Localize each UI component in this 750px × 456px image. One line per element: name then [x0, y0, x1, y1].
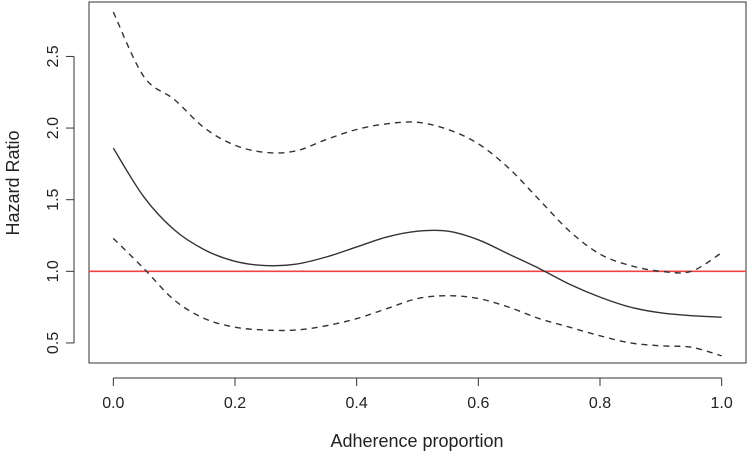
upper-ci-line — [112, 11, 723, 274]
y-axis-label: Hazard Ratio — [3, 130, 23, 235]
x-tick-label: 0.0 — [102, 395, 124, 412]
y-tick-label: 1.0 — [45, 260, 62, 282]
y-tick-label: 2.5 — [45, 45, 62, 67]
estimate-line — [112, 147, 722, 318]
x-tick-label: 1.0 — [711, 395, 733, 412]
x-tick-label: 0.2 — [224, 395, 246, 412]
x-axis-label: Adherence proportion — [330, 431, 503, 451]
x-tick-label: 0.4 — [346, 395, 368, 412]
y-tick-label: 0.5 — [45, 332, 62, 354]
y-tick-label: 1.5 — [45, 188, 62, 210]
x-tick-label: 0.6 — [467, 395, 489, 412]
lower-ci-line — [112, 237, 722, 357]
plot-frame — [88, 1, 747, 364]
x-axis: 0.0 0.2 0.4 0.6 0.8 1.0 — [102, 377, 733, 412]
x-tick-label: 0.8 — [589, 395, 611, 412]
y-axis: 0.5 1.0 1.5 2.0 2.5 — [45, 45, 75, 354]
y-tick-label: 2.0 — [45, 117, 62, 139]
series-layer — [112, 11, 723, 357]
